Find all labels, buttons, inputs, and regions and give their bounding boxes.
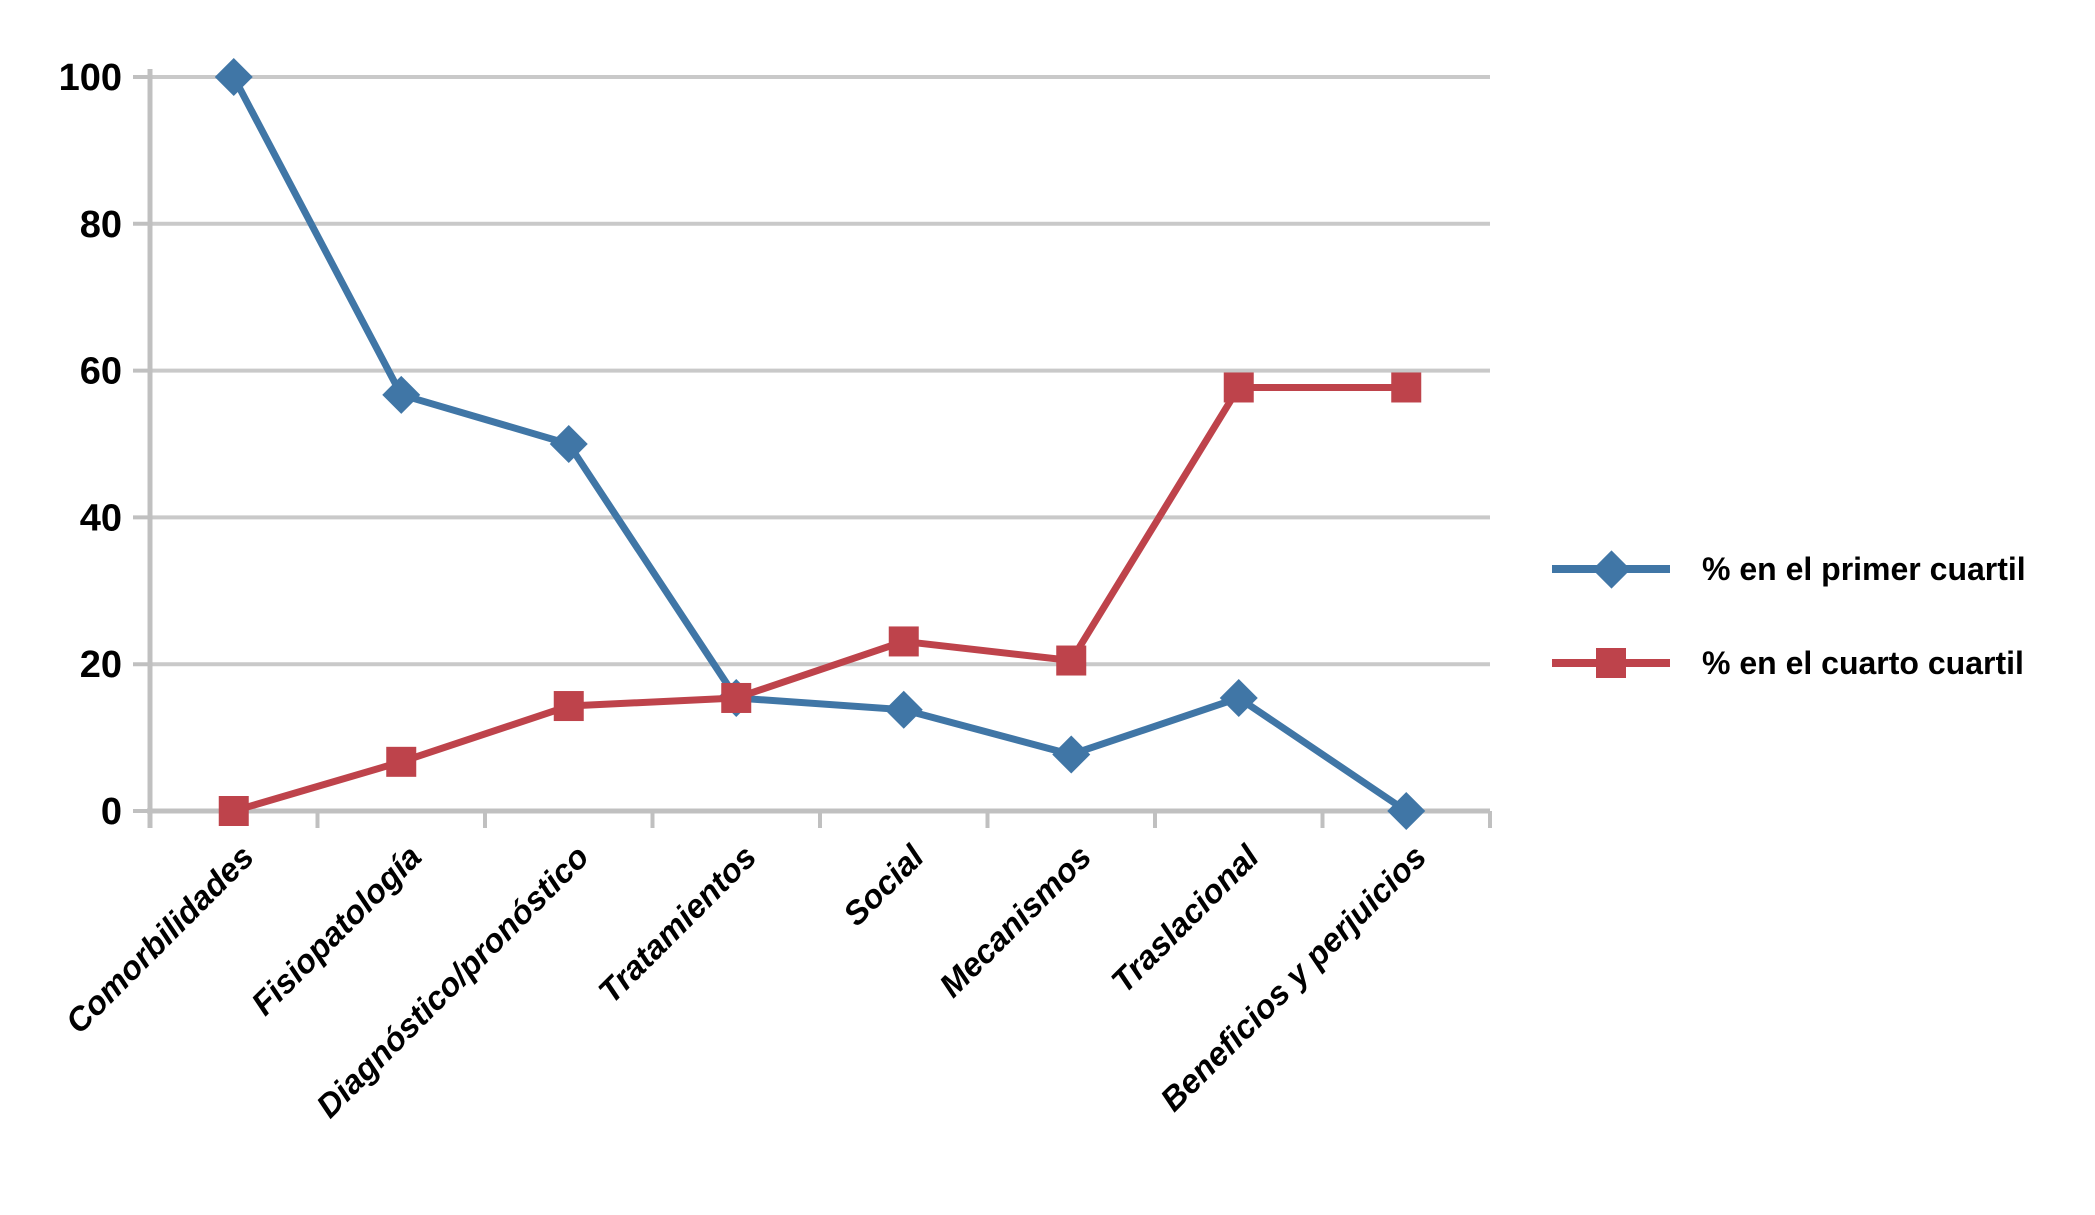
y-tick-label: 0 [101,791,122,833]
data-point-diamond [214,58,253,96]
legend-label-primer-cuartil: % en el primer cuartil [1702,550,2026,587]
legend-diamond-icon [1552,550,1670,589]
data-point-square [888,626,919,657]
data-point-square [1391,372,1422,403]
data-point-square [553,691,584,722]
x-category-label: Comorbilidades [58,838,260,1040]
x-category-label: Tratamientos [591,838,763,1010]
square-marker-icon [1596,648,1626,678]
x-category-label: Social [836,837,931,932]
data-point-diamond [1052,735,1091,774]
x-category-label: Traslacional [1104,837,1267,1000]
series-line-cuarto-cuartil [232,383,1407,815]
legend-label-cuarto-cuartil: % en el cuarto cuartil [1702,644,2024,681]
data-point-square [218,796,249,826]
y-tick-label: 40 [80,497,122,539]
legend: % en el primer cuartil % en el cuarto cu… [1552,550,2026,682]
data-point-square [1223,372,1254,403]
data-point-square [1056,645,1087,676]
y-tick-label: 20 [80,644,122,686]
y-tick-label: 100 [59,57,122,99]
data-point-diamond [884,690,923,729]
legend-square-icon [1552,644,1670,682]
x-category-label: Mecanismos [932,838,1098,1004]
series-line-primer-cuartil [230,75,1409,814]
diamond-marker-icon [1592,550,1631,589]
legend-entry-primer-cuartil: % en el primer cuartil [1552,550,2026,589]
y-tick-label: 60 [80,351,122,393]
x-category-label: Fisiopatología [244,838,428,1022]
data-point-diamond [549,425,588,463]
data-point-diamond [1219,678,1258,717]
data-point-diamond [382,375,421,414]
y-tick-label: 80 [80,204,122,246]
x-category-label: Beneficios y perjuicios [1153,838,1433,1118]
data-point-square [721,682,752,713]
data-point-square [386,746,417,777]
x-category-label: Diagnóstico/pronóstico [309,838,596,1125]
data-point-diamond [1387,792,1426,830]
legend-entry-cuarto-cuartil: % en el cuarto cuartil [1552,644,2026,682]
